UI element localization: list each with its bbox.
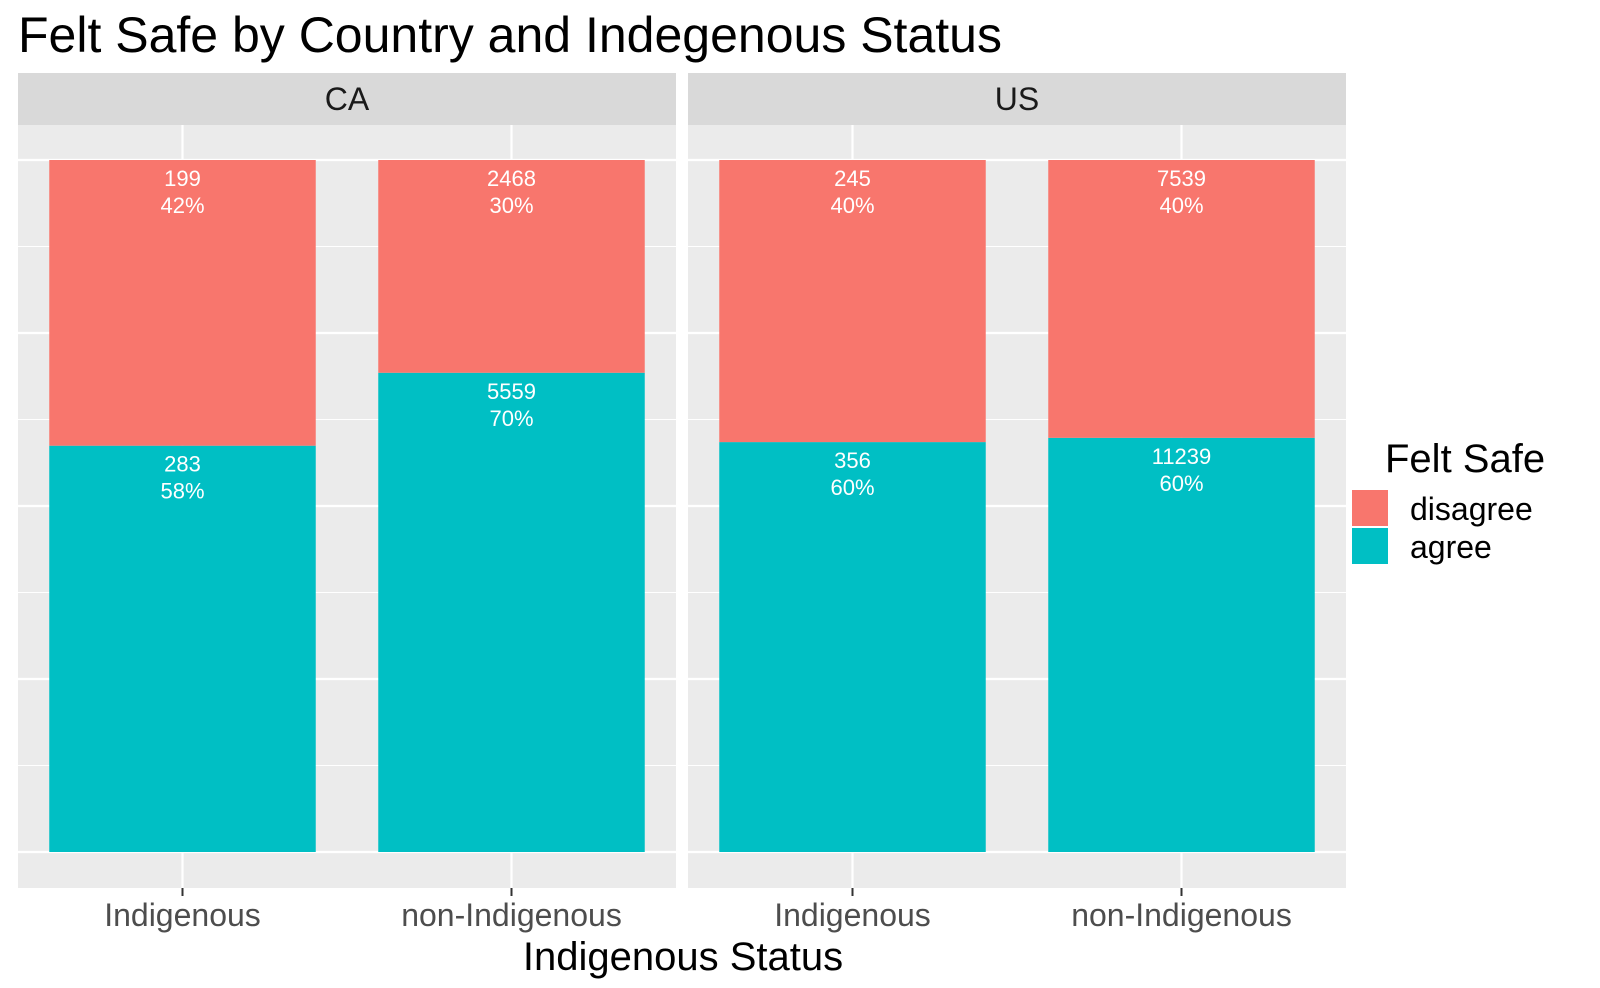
bar-data-label: 283 58%: [160, 452, 204, 504]
legend-swatch-agree: [1352, 528, 1388, 564]
bar-data-label: 2468 30%: [487, 166, 536, 218]
bar-data-label: 356 60%: [830, 448, 874, 500]
bar-disagree: [378, 160, 645, 373]
bar-disagree: [719, 160, 986, 443]
bar-disagree: [1048, 160, 1315, 438]
facet-us: US 356 60% 245 40% Indigenous 11239 60% 7539 40% n…: [688, 73, 1346, 933]
x-tick-label: Indigenous: [104, 897, 261, 933]
bar-agree: [378, 372, 645, 852]
bar-data-label: 245 40%: [830, 166, 874, 218]
chart-title: Felt Safe by Country and Indegenous Stat…: [18, 7, 1002, 63]
bar-agree: [1048, 437, 1315, 852]
bar-data-label: 5559 70%: [487, 379, 536, 431]
facets: CA 283 58% 199 42% Indigenous 5559 70% 2468 30% no…: [18, 73, 1346, 933]
bar-data-label: 11239 60%: [1152, 444, 1212, 496]
facet-strip: [18, 73, 676, 125]
facet-ca: CA 283 58% 199 42% Indigenous 5559 70% 2468 30% no…: [18, 73, 676, 933]
x-tick-label: non-Indigenous: [1071, 897, 1292, 933]
legend-label-agree: agree: [1410, 529, 1492, 565]
facet-strip-label: US: [995, 81, 1039, 117]
legend-title: Felt Safe: [1385, 437, 1545, 481]
bar-disagree: [49, 160, 316, 446]
bar-data-label: 199 42%: [160, 166, 204, 218]
bar-data-label: 7539 40%: [1157, 166, 1206, 218]
x-tick-label: non-Indigenous: [401, 897, 622, 933]
x-axis-label: Indigenous Status: [523, 935, 843, 979]
bar-agree: [719, 442, 986, 852]
legend-swatch-disagree: [1352, 490, 1388, 526]
facet-strip: [688, 73, 1346, 125]
legend-label-disagree: disagree: [1410, 491, 1533, 527]
facet-strip-label: CA: [325, 81, 370, 117]
bar-agree: [49, 445, 316, 852]
x-tick-label: Indigenous: [774, 897, 931, 933]
